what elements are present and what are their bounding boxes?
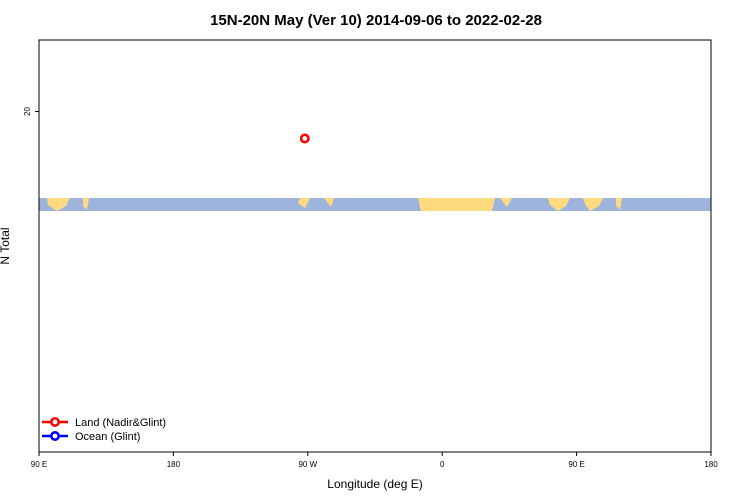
- x-axis: 90 E 180 90 W 0 90 E 180: [31, 452, 718, 469]
- y-axis: 20501002005001000200050001000020000: [23, 106, 39, 116]
- data-point: [299, 133, 310, 144]
- legend: Land (Nadir&Glint) Ocean (Glint): [42, 416, 166, 443]
- land-shapes: [47, 198, 622, 211]
- land-shape: [616, 198, 622, 210]
- land-shape: [324, 198, 334, 207]
- land-shape: [500, 198, 512, 207]
- map-band: [39, 198, 711, 211]
- x-tick-label: 0: [440, 460, 445, 469]
- land-shape: [583, 198, 603, 211]
- y-tick-label: 20: [23, 106, 32, 115]
- x-tick-label: 90 E: [31, 460, 47, 469]
- legend-marker: [49, 430, 60, 441]
- legend-label: Land (Nadir&Glint): [75, 417, 166, 429]
- ocean-band: [39, 198, 711, 211]
- x-axis-label: Longitude (deg E): [327, 477, 422, 491]
- data-points: [299, 133, 310, 144]
- legend-marker: [49, 416, 60, 427]
- chart-title: 15N-20N May (Ver 10) 2014-09-06 to 2022-…: [210, 12, 542, 29]
- y-axis-label: N Total: [0, 227, 12, 264]
- x-tick-label: 180: [704, 460, 718, 469]
- land-shape: [418, 198, 495, 211]
- land-shape: [83, 198, 89, 210]
- x-tick-label: 90 W: [298, 460, 317, 469]
- plot-frame: [38, 39, 712, 453]
- land-shape: [47, 198, 70, 211]
- land-shape: [548, 198, 570, 211]
- x-tick-label: 180: [167, 460, 181, 469]
- x-tick-label: 90 E: [568, 460, 584, 469]
- land-shape: [298, 198, 310, 208]
- legend-label: Ocean (Glint): [75, 431, 140, 443]
